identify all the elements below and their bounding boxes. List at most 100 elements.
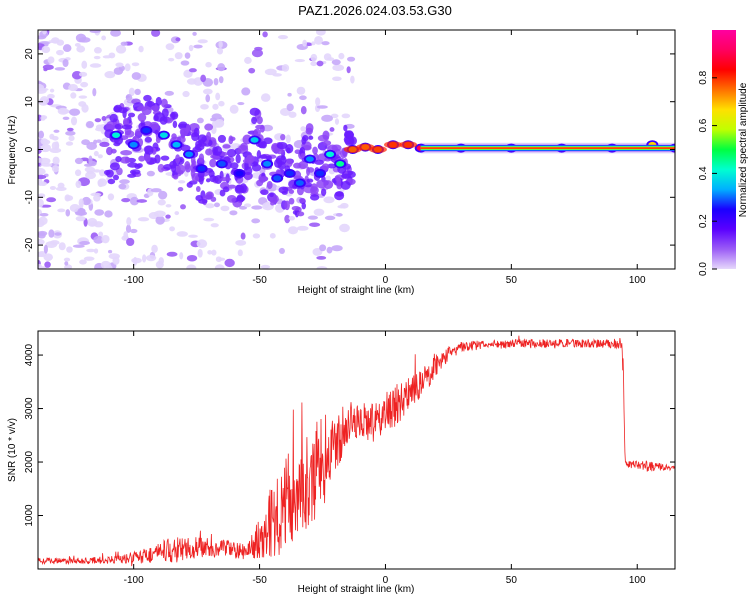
noise-blob <box>101 35 107 41</box>
noise-blob <box>80 81 89 88</box>
noise-blob <box>62 59 69 67</box>
noise-blob <box>83 256 95 261</box>
noise-blob <box>65 209 71 217</box>
track-point <box>112 132 121 138</box>
noise-blob <box>165 43 175 51</box>
signal-cloud-blob <box>260 140 267 149</box>
signal-cloud-blob <box>160 98 168 108</box>
signal-cloud-blob <box>106 146 113 156</box>
noise-blob <box>218 76 224 84</box>
noise-blob <box>155 215 165 225</box>
noise-blob <box>126 237 135 247</box>
snr-panel: -100 -50 0 50 100 1000 2000 3000 4000 Height of … <box>7 330 676 595</box>
noise-blob <box>74 43 81 47</box>
noise-blob <box>70 92 77 99</box>
noise-blob <box>192 31 197 36</box>
snr-frame <box>37 330 676 570</box>
signal-cloud-blob <box>275 155 287 166</box>
noise-blob <box>38 251 45 258</box>
noise-blob <box>188 44 194 52</box>
noise-blob <box>338 52 345 60</box>
noise-blob <box>288 216 296 221</box>
track-point <box>250 137 259 143</box>
y-tick-label: -10 <box>24 190 35 205</box>
noise-blob <box>316 266 328 269</box>
noise-blob <box>216 47 224 55</box>
noise-blob <box>38 146 41 150</box>
noise-blob <box>287 226 299 235</box>
noise-blob <box>179 252 184 260</box>
signal-cloud-blob <box>302 145 312 151</box>
signal-cloud-blob <box>151 105 159 111</box>
noise-blob <box>142 254 147 263</box>
track-point <box>295 180 304 186</box>
noise-blob <box>38 239 45 246</box>
x-tick-label: 100 <box>629 575 646 586</box>
signal-cloud-blob <box>236 195 246 202</box>
noise-blob <box>39 96 50 105</box>
noise-blob <box>319 244 327 252</box>
noise-blob <box>165 214 171 219</box>
colorbar: 0.0 0.2 0.4 0.6 0.8 Normalized spectral ampl… <box>698 30 749 276</box>
noise-blob <box>115 44 127 54</box>
noise-blob <box>280 133 286 141</box>
signal-cloud-blob <box>300 153 306 159</box>
noise-blob <box>38 83 45 92</box>
colorbar-tick-label: 0.4 <box>698 166 709 180</box>
signal-cloud-blob <box>242 158 254 164</box>
noise-blob <box>57 208 66 213</box>
signal-cloud-blob <box>172 120 178 129</box>
noise-blob <box>321 114 333 122</box>
signal-cloud-blob <box>106 120 116 131</box>
noise-blob <box>97 179 104 188</box>
track-point <box>315 170 324 177</box>
signal-cloud-blob <box>117 107 128 114</box>
signal-cloud-blob <box>220 177 232 182</box>
noise-blob <box>339 223 350 233</box>
signal-cloud-blob <box>160 155 170 161</box>
signal-cloud-blob <box>112 174 119 181</box>
signal-cloud-blob <box>155 96 162 106</box>
track-point <box>142 127 151 134</box>
noise-blob <box>324 215 336 221</box>
noise-blob <box>58 242 66 251</box>
noise-blob <box>205 94 211 103</box>
noise-blob <box>193 44 203 49</box>
noise-blob <box>252 233 261 239</box>
noise-blob <box>53 129 60 133</box>
signal-cloud-blob <box>251 116 258 125</box>
noise-blob <box>196 239 208 249</box>
signal-cloud-blob <box>195 195 204 202</box>
noise-blob <box>210 117 217 122</box>
noise-blob <box>310 53 318 62</box>
noise-blob <box>120 41 128 46</box>
noise-blob <box>330 113 339 119</box>
noise-blob <box>81 196 91 206</box>
signal-cloud-blob <box>122 117 130 127</box>
signal-cloud-blob <box>307 167 315 173</box>
noise-blob <box>56 49 64 56</box>
noise-blob <box>215 92 221 101</box>
noise-blob <box>285 134 291 144</box>
noise-blob <box>51 165 60 173</box>
noise-blob <box>244 56 252 64</box>
noise-blob <box>296 225 309 231</box>
track-point <box>159 132 168 138</box>
noise-blob <box>175 37 181 42</box>
noise-blob <box>224 258 235 268</box>
noise-blob <box>188 234 198 238</box>
noise-blob <box>92 87 97 97</box>
noise-blob <box>63 257 71 262</box>
signal-cloud-blob <box>109 162 120 171</box>
noise-blob <box>313 208 325 216</box>
signal-cloud-blob <box>251 164 262 172</box>
track-point <box>235 170 244 177</box>
noise-blob <box>66 127 74 132</box>
noise-blob <box>104 210 113 218</box>
signal-cloud-blob <box>265 155 272 160</box>
signal-cloud-blob <box>343 135 354 145</box>
signal-cloud-blob <box>301 136 307 145</box>
spectrogram-ylabel: Frequency (Hz) <box>7 116 18 185</box>
